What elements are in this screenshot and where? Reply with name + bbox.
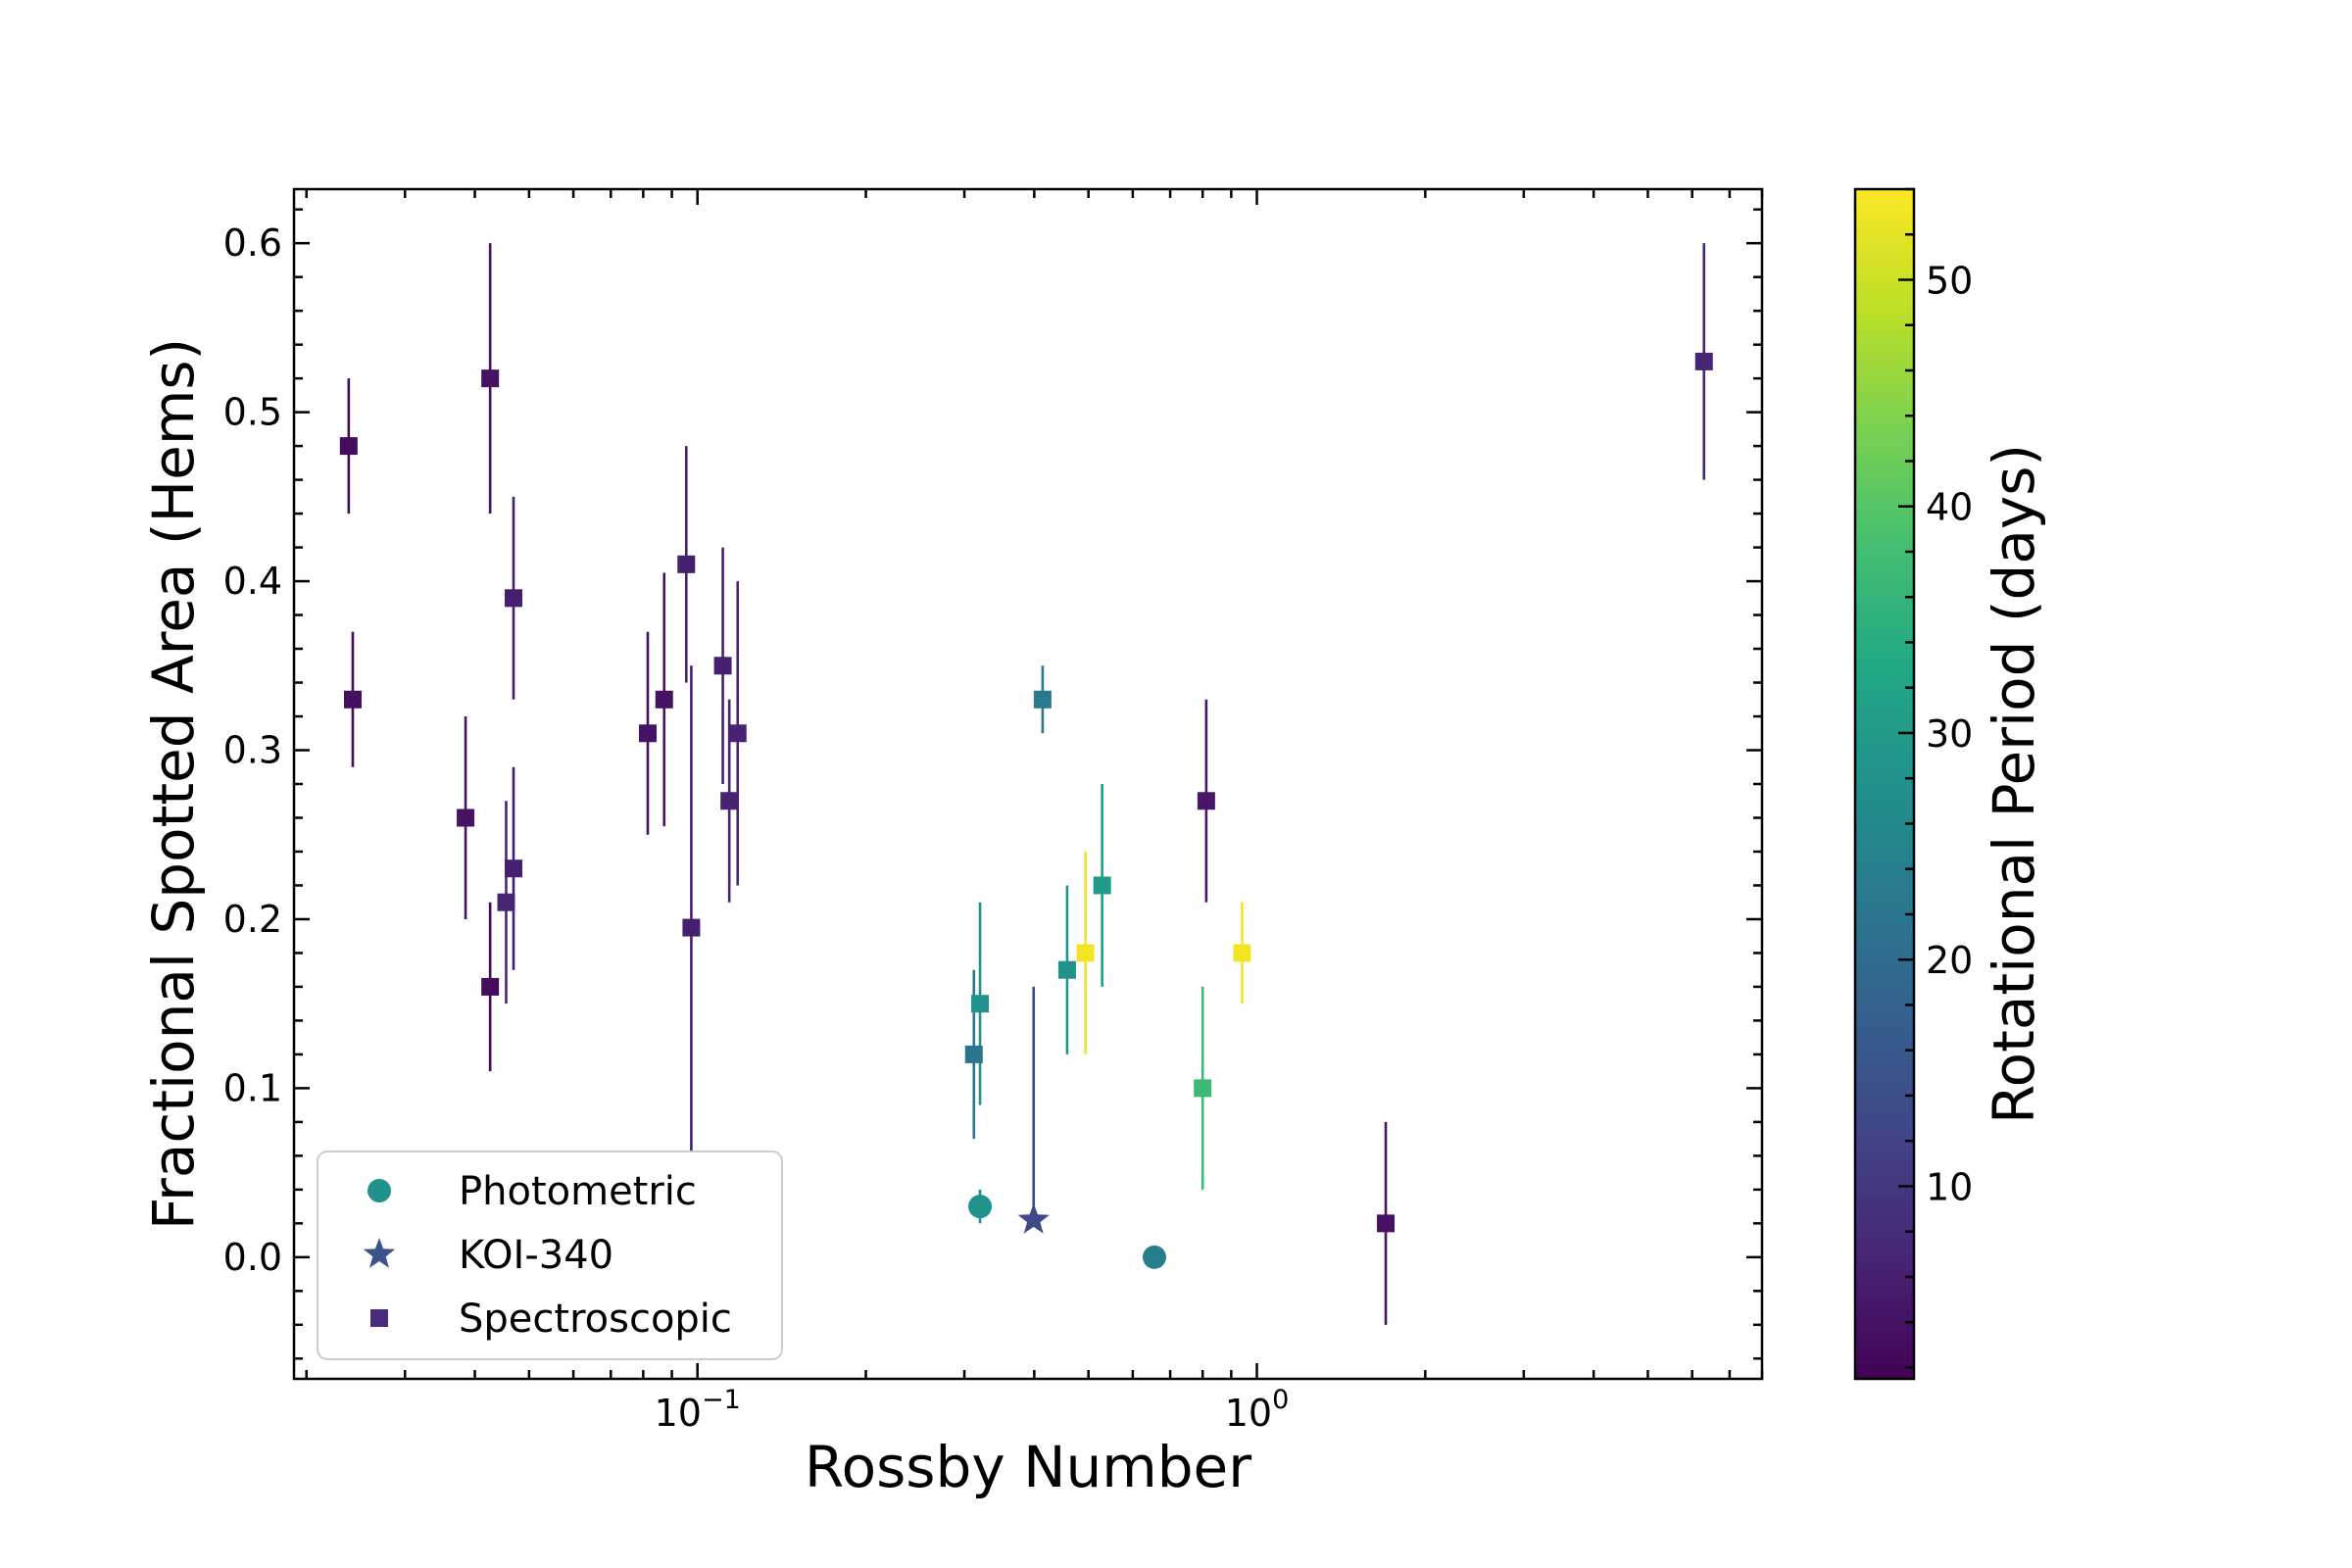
data-point-circle <box>968 1195 993 1219</box>
y-tick-label: 0.3 <box>223 729 282 772</box>
data-point-square <box>1377 1214 1396 1233</box>
data-point-square <box>677 555 696 573</box>
colorbar-label: Rotational Period (days) <box>1981 444 2047 1124</box>
data-point-square <box>343 690 362 709</box>
legend-box <box>317 1151 783 1360</box>
y-tick-labels: 0.0 0.1 0.2 0.3 0.4 0.5 0.6 <box>223 221 282 1279</box>
data-point-square <box>1033 690 1052 709</box>
y-tick-label: 0.1 <box>223 1066 282 1109</box>
legend-marker-circle <box>368 1179 391 1202</box>
data-point-square <box>1093 876 1111 895</box>
data-point-square <box>1694 352 1713 370</box>
data-point-square <box>971 995 990 1013</box>
legend-marker-square <box>370 1309 388 1327</box>
data-point-square <box>1233 944 1251 962</box>
legend-marker-star <box>363 1238 396 1268</box>
data-point-square <box>655 690 673 709</box>
colorbar: 10 20 30 40 50 Rotational Period (days) <box>1853 187 2047 1381</box>
data-point-square <box>504 859 522 878</box>
colorbar-tick-label: 40 <box>1926 486 1973 529</box>
data-point-square <box>481 977 500 996</box>
colorbar-gradient <box>1855 189 1914 1379</box>
data-point-square <box>457 808 475 827</box>
y-tick-label: 0.4 <box>223 560 282 603</box>
data-point-square <box>497 893 515 911</box>
colorbar-ticks: 10 20 30 40 50 <box>1898 187 1973 1369</box>
data-point-square <box>728 724 747 743</box>
colorbar-tick-label: 20 <box>1926 939 1973 982</box>
legend-label: KOI-340 <box>459 1233 613 1278</box>
data-point-square <box>339 437 358 456</box>
data-point-circle <box>1142 1245 1166 1269</box>
data-point-square <box>1057 960 1076 979</box>
data-point-square <box>1194 1079 1212 1098</box>
data-point-square <box>481 369 500 388</box>
y-axis-label: Fractional Spotted Area (Hems) <box>140 338 207 1230</box>
data-point-square <box>964 1045 983 1063</box>
data-point-square <box>504 589 522 608</box>
x-axis-label: Rossby Number <box>805 1434 1251 1500</box>
x-tick-label: 10−1 <box>655 1385 741 1435</box>
colorbar-frame <box>1853 187 1916 1381</box>
x-tick-label: 100 <box>1225 1385 1290 1435</box>
legend: Photometric KOI-340 Spectroscopic <box>317 1151 783 1360</box>
legend-label: Spectroscopic <box>459 1297 732 1342</box>
data-point-square <box>720 792 739 810</box>
data-point-square <box>682 918 701 937</box>
colorbar-tick-label: 30 <box>1926 712 1973 756</box>
data-point-square <box>713 657 732 675</box>
data-point-square <box>1197 792 1215 810</box>
plot-frame <box>292 187 1764 1381</box>
colorbar-tick-label: 10 <box>1926 1165 1973 1208</box>
colorbar-tick-label: 50 <box>1926 259 1973 302</box>
y-tick-label: 0.6 <box>223 221 282 265</box>
y-tick-label: 0.2 <box>223 898 282 941</box>
axis-ticks <box>294 189 1764 1379</box>
data-markers <box>339 352 1713 1269</box>
y-tick-label: 0.0 <box>223 1236 282 1279</box>
x-tick-labels: 10−1 100 <box>655 1385 1290 1435</box>
legend-label: Photometric <box>459 1169 697 1214</box>
data-point-square <box>1076 944 1095 962</box>
data-point-square <box>638 724 657 743</box>
y-tick-label: 0.5 <box>223 391 282 434</box>
data-point-star <box>1017 1202 1050 1234</box>
